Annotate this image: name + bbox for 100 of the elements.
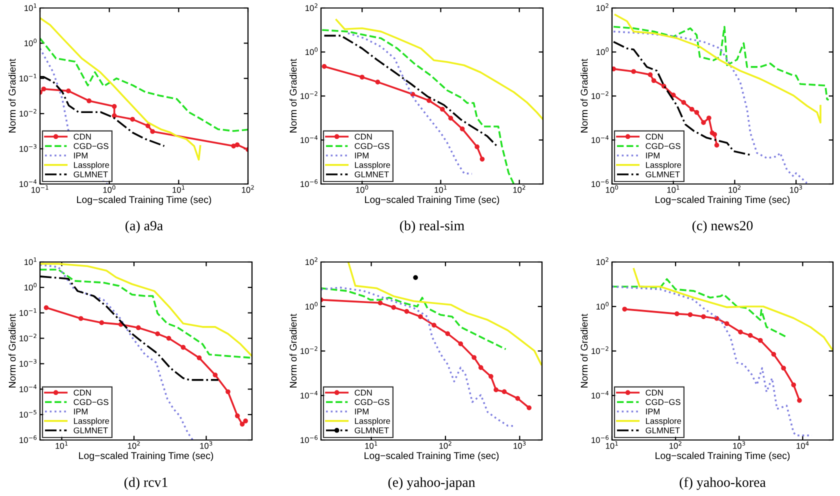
legend-label: IPM — [355, 152, 368, 158]
x-tick-label: 10$^{2}$ — [728, 185, 741, 193]
x-axis-title: Log−scaled Training Time (sec) — [364, 452, 499, 461]
legend-label: CGD−GS — [354, 143, 390, 150]
y-tick-label: 10$^{−2}$ — [300, 346, 318, 354]
text: (b) real-sim — [400, 220, 464, 234]
legend-label: GLMNET — [646, 171, 680, 178]
legend-label: Lassplore — [646, 162, 682, 170]
x-tick-label: 10$^{1}$ — [667, 185, 680, 193]
y-tick-label: 10$^{−3}$ — [20, 144, 36, 152]
y-tick-label: 10$^{2}$ — [306, 3, 318, 12]
y-tick-label: 10$^{−6}$ — [300, 179, 318, 188]
x-tick-label: 10$^{2}$ — [242, 185, 254, 193]
y-tick-label: 10$^{−2}$ — [300, 91, 318, 100]
x-tick-label: 10$^{0}$ — [103, 185, 116, 193]
y-tick-label: 10$^{0}$ — [596, 302, 609, 310]
legend-label: Lassplore — [74, 162, 110, 170]
y-axis-title: Norm of Gradient — [8, 314, 16, 388]
legend-label: IPM — [646, 408, 660, 414]
y-axis-title: Norm of Gradient — [580, 58, 588, 132]
text: (f) yahoo-korea — [680, 477, 766, 490]
legend-label: CGD−GS — [74, 143, 108, 150]
legend-label: GLMNET — [354, 427, 389, 434]
x-tick-label: 10$^{4}$ — [796, 441, 809, 449]
text: (c) news20 — [692, 220, 753, 234]
x-tick-label: 10$^{2}$ — [439, 441, 452, 449]
legend-label: IPM — [355, 408, 368, 414]
y-axis-title: Norm of Gradient — [580, 314, 588, 388]
y-tick-label: 10$^{−4}$ — [20, 384, 37, 392]
y-tick-label: 10$^{2}$ — [596, 257, 608, 266]
x-tick-label: 10$^{1}$ — [434, 185, 447, 193]
x-tick-label: 10$^{−1}$ — [32, 185, 48, 193]
legend-label: GLMNET — [646, 427, 680, 434]
x-axis-title: Log−scaled Training Time (sec) — [656, 196, 790, 205]
y-tick-label: 10$^{0}$ — [306, 47, 318, 56]
y-tick-label: 10$^{0}$ — [596, 47, 609, 56]
x-tick-label: 10$^{2}$ — [670, 441, 682, 449]
legend-label: CDN — [354, 134, 372, 140]
y-tick-label: 10$^{−6}$ — [592, 179, 609, 188]
text: (a) a9a — [126, 220, 163, 234]
y-tick-label: 10$^{−1}$ — [20, 74, 36, 82]
x-tick-label: 10$^{1}$ — [606, 441, 618, 449]
y-axis-title: Norm of Gradient — [8, 58, 16, 132]
y-tick-label: 10$^{−2}$ — [20, 334, 36, 342]
x-tick-label: 10$^{1}$ — [365, 441, 378, 449]
y-tick-label: 10$^{−4}$ — [592, 391, 609, 399]
y-tick-label: 10$^{−6}$ — [20, 435, 37, 444]
legend-label: CDN — [354, 390, 372, 396]
y-tick-label: 10$^{1}$ — [24, 258, 36, 266]
x-tick-label: 10$^{1}$ — [172, 185, 185, 193]
y-tick-label: 10$^{−2}$ — [592, 346, 608, 354]
legend-label: CDN — [646, 390, 663, 396]
legend-label: CGD−GS — [354, 399, 390, 406]
legend-label: Lassplore — [355, 418, 390, 426]
x-axis-title: Log−scaled Training Time (sec) — [77, 196, 212, 205]
y-tick-label: 10$^{−4}$ — [592, 136, 609, 144]
x-tick-label: 10$^{0}$ — [356, 185, 368, 193]
legend-label: GLMNET — [74, 171, 108, 178]
legend-label: CDN — [74, 390, 91, 396]
x-axis-title: Log−scaled Training Time (sec) — [656, 452, 790, 461]
y-tick-label: 10$^{−2}$ — [592, 91, 608, 100]
y-axis-title: Norm of Gradient — [290, 58, 297, 132]
legend-label: CGD−GS — [646, 143, 680, 150]
y-tick-label: 10$^{0}$ — [306, 302, 318, 310]
legend-label: CDN — [646, 134, 663, 140]
x-tick-label: 10$^{3}$ — [733, 441, 746, 449]
legend-label: GLMNET — [354, 171, 389, 178]
legend-label: CGD−GS — [74, 399, 108, 406]
legend-label: CDN — [74, 134, 91, 140]
y-tick-label: 10$^{−3}$ — [20, 359, 36, 367]
x-tick-label: 10$^{2}$ — [513, 185, 526, 193]
x-axis-title: Log−scaled Training Time (sec) — [365, 196, 500, 205]
y-tick-label: 10$^{2}$ — [306, 257, 318, 266]
y-tick-label: 10$^{−6}$ — [592, 435, 609, 444]
y-tick-label: 10$^{0}$ — [24, 38, 37, 46]
legend-label: Lassplore — [646, 418, 682, 426]
y-tick-label: 10$^{−4}$ — [300, 391, 318, 399]
y-tick-label: 10$^{2}$ — [596, 3, 608, 12]
x-axis-title: Log−scaled Training Time (sec) — [79, 452, 214, 461]
x-tick-label: 10$^{0}$ — [606, 185, 618, 193]
legend-label: CGD−GS — [646, 399, 680, 406]
legend-label: Lassplore — [355, 162, 390, 170]
y-axis-title: Norm of Gradient — [290, 314, 297, 388]
text: (d) rcv1 — [124, 477, 168, 490]
legend-label: Lassplore — [74, 418, 110, 426]
y-tick-label: 10$^{1}$ — [24, 4, 36, 12]
y-tick-label: 10$^{0}$ — [24, 282, 37, 290]
y-tick-label: 10$^{−1}$ — [20, 308, 36, 316]
x-tick-label: 10$^{1}$ — [56, 441, 68, 449]
legend-label: IPM — [646, 152, 660, 158]
x-tick-label: 10$^{2}$ — [128, 441, 140, 449]
y-tick-label: 10$^{−5}$ — [20, 410, 36, 418]
text: (e) yahoo-japan — [388, 477, 476, 490]
legend-label: IPM — [74, 408, 88, 414]
y-tick-label: 10$^{−6}$ — [300, 435, 318, 444]
x-tick-label: 10$^{3}$ — [514, 441, 526, 449]
y-tick-label: 10$^{−4}$ — [20, 180, 37, 188]
y-tick-label: 10$^{−2}$ — [20, 109, 36, 117]
y-tick-label: 10$^{−4}$ — [300, 136, 318, 144]
legend-label: IPM — [74, 152, 88, 158]
